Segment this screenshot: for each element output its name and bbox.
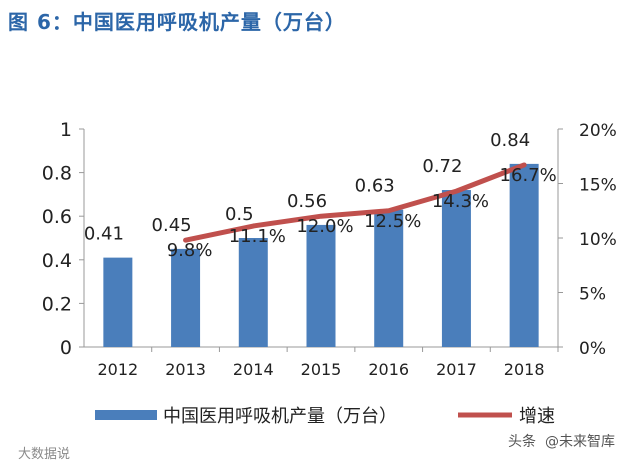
watermark-right-prefix: 头条 (508, 433, 536, 450)
legend-bar-swatch (95, 410, 157, 420)
y-left-tick-label: 0 (60, 337, 72, 359)
y-left-tick-label: 0.4 (42, 250, 72, 272)
y-right-tick-label: 20% (579, 121, 617, 141)
bar-2015 (306, 224, 336, 347)
chart-title: 图 6：中国医用呼吸机产量（万台） (8, 10, 346, 34)
x-tick-label: 2016 (368, 360, 409, 379)
growth-value-label: 11.1% (229, 226, 286, 247)
x-tick-label: 2014 (233, 360, 274, 379)
y-left-tick-label: 0.6 (42, 206, 72, 228)
growth-value-label: 14.3% (432, 191, 489, 212)
growth-value-label: 16.7% (500, 165, 557, 186)
bar-value-label: 0.84 (490, 130, 530, 151)
y-right-tick-label: 5% (579, 285, 606, 305)
x-tick-label: 2012 (97, 360, 138, 379)
growth-value-label: 12.0% (296, 216, 353, 237)
watermark-left: 大数据说 (18, 447, 70, 462)
growth-line (183, 162, 527, 243)
y-right-tick-label: 10% (579, 230, 617, 250)
x-tick-label: 2018 (504, 360, 545, 379)
y-left-tick-label: 0.8 (42, 163, 72, 185)
y-right-tick-label: 0% (579, 339, 606, 359)
bar-2016 (374, 209, 404, 347)
bar-value-label: 0.72 (422, 156, 462, 177)
bar-value-label: 0.5 (225, 204, 254, 225)
y-right-tick-label: 15% (579, 176, 617, 196)
bar-value-label: 0.56 (287, 191, 327, 212)
y-left-tick-label: 0.2 (42, 293, 72, 315)
bar-2018 (509, 163, 539, 347)
bar-2014 (238, 238, 268, 347)
growth-value-label: 9.8% (167, 240, 213, 261)
bar-value-label: 0.41 (84, 224, 124, 245)
bar-2013 (171, 248, 201, 347)
y-left-tick-label: 1 (60, 119, 72, 141)
bar-2017 (441, 190, 471, 347)
watermark-right-handle: @未来智库 (545, 434, 615, 450)
bar-value-label: 0.45 (152, 215, 192, 236)
legend-bar-label: 中国医用呼吸机产量（万台） (163, 406, 397, 427)
x-tick-label: 2015 (301, 360, 342, 379)
x-tick-label: 2013 (165, 360, 206, 379)
bar-value-label: 0.63 (355, 176, 395, 197)
legend-line-label: 增速 (519, 406, 555, 427)
growth-value-label: 12.5% (364, 211, 421, 232)
bar-2012 (103, 257, 133, 347)
x-tick-label: 2017 (436, 360, 477, 379)
